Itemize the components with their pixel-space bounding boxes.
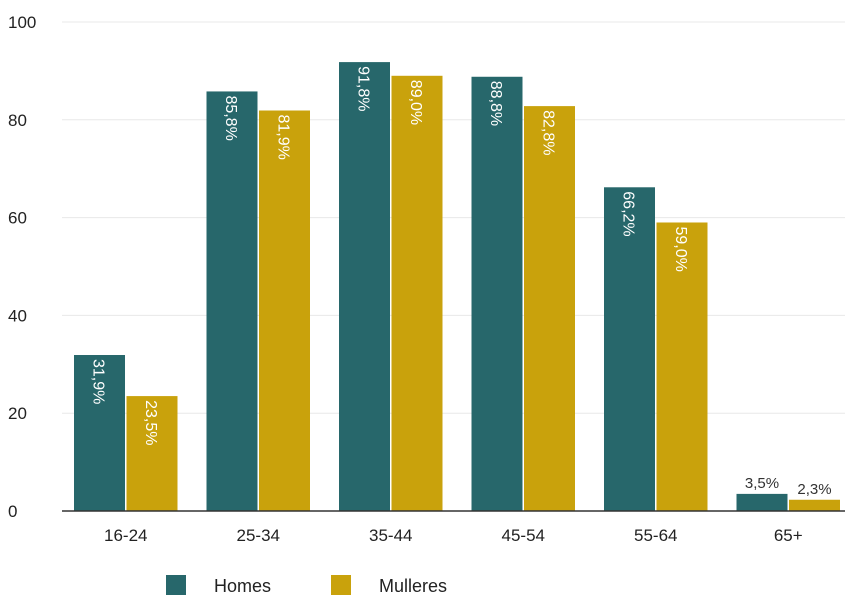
data-label: 85,8% (222, 95, 239, 140)
data-label: 89,0% (407, 80, 424, 125)
x-tick-label: 45-54 (502, 526, 545, 545)
data-label: 31,9% (90, 359, 107, 404)
x-tick-label: 65+ (774, 526, 803, 545)
data-label: 2,3% (797, 481, 831, 498)
bar-mulleres-45-54 (524, 106, 575, 511)
data-label: 3,5% (745, 475, 779, 492)
legend-swatch-mulleres (331, 575, 351, 595)
y-tick-label: 40 (8, 306, 27, 325)
data-label: 91,8% (355, 66, 372, 111)
bar-mulleres-55-64 (656, 222, 708, 512)
data-labels: 31,9% 23,5% 85,8% 81,9% 91,8% 89,0% 88,8% 82,8%… (90, 66, 832, 498)
y-tick-label: 60 (8, 209, 27, 228)
legend-swatch-homes (166, 575, 186, 595)
legend-label-mulleres: Mulleres (379, 576, 447, 596)
bar-mulleres-35-44 (391, 75, 443, 511)
x-tick-label: 55-64 (634, 526, 677, 545)
bar-mulleres-65+ (789, 499, 840, 511)
y-tick-label: 20 (8, 404, 27, 423)
data-label: 66,2% (620, 191, 637, 236)
x-axis-ticks: 16-24 25-34 35-44 45-54 55-64 65+ (104, 526, 803, 545)
y-axis-ticks: 0 20 40 60 80 100 (8, 13, 36, 521)
data-label: 23,5% (142, 400, 159, 445)
x-tick-label: 25-34 (237, 526, 280, 545)
bar-homes-45-54 (471, 76, 523, 511)
bar-homes-35-44 (339, 62, 390, 512)
bar-homes-16-24 (74, 355, 125, 511)
data-label: 88,8% (487, 81, 504, 126)
bar-mulleres-16-24 (126, 396, 178, 511)
bars (74, 62, 840, 512)
bar-homes-25-34 (206, 91, 258, 512)
x-tick-label: 16-24 (104, 526, 147, 545)
x-tick-label: 35-44 (369, 526, 412, 545)
gridlines (62, 21, 845, 414)
bar-mulleres-25-34 (259, 110, 310, 511)
legend: Homes Mulleres (166, 575, 447, 596)
data-label: 82,8% (540, 110, 557, 155)
y-tick-label: 80 (8, 111, 27, 130)
y-tick-label: 100 (8, 13, 36, 32)
legend-label-homes: Homes (214, 576, 271, 596)
bar-homes-55-64 (604, 187, 655, 512)
data-label: 59,0% (672, 226, 689, 271)
bar-homes-65+ (736, 493, 788, 511)
y-tick-label: 0 (8, 502, 17, 521)
data-label: 81,9% (275, 115, 292, 160)
